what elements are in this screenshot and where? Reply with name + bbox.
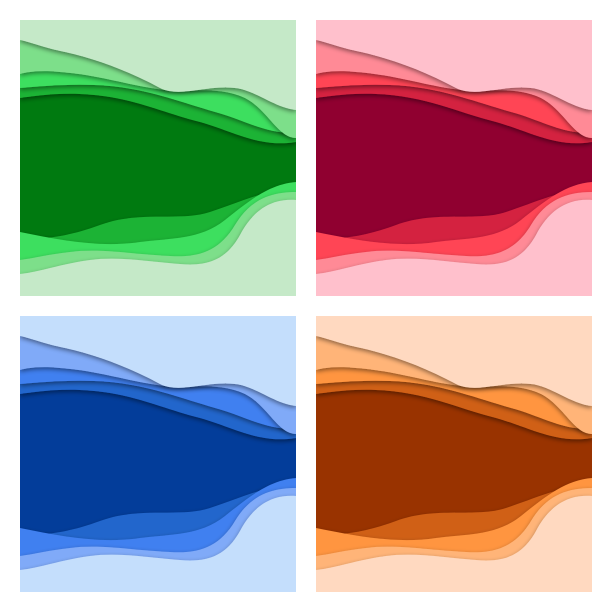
bottom-wave-background <box>316 199 592 296</box>
bottom-wave-background <box>20 199 296 296</box>
bottom-wave-background <box>316 495 592 592</box>
top-wave-background <box>316 316 592 406</box>
blue-wave-art <box>20 316 296 592</box>
red-wave-art <box>316 20 592 296</box>
blue-wave-panel <box>20 316 296 592</box>
top-wave-background <box>316 20 592 110</box>
green-wave-art <box>20 20 296 296</box>
top-wave-background <box>20 20 296 110</box>
top-wave-background <box>20 316 296 406</box>
bottom-wave-background <box>20 495 296 592</box>
red-wave-panel <box>316 20 592 296</box>
green-wave-panel <box>20 20 296 296</box>
orange-wave-art <box>316 316 592 592</box>
orange-wave-panel <box>316 316 592 592</box>
